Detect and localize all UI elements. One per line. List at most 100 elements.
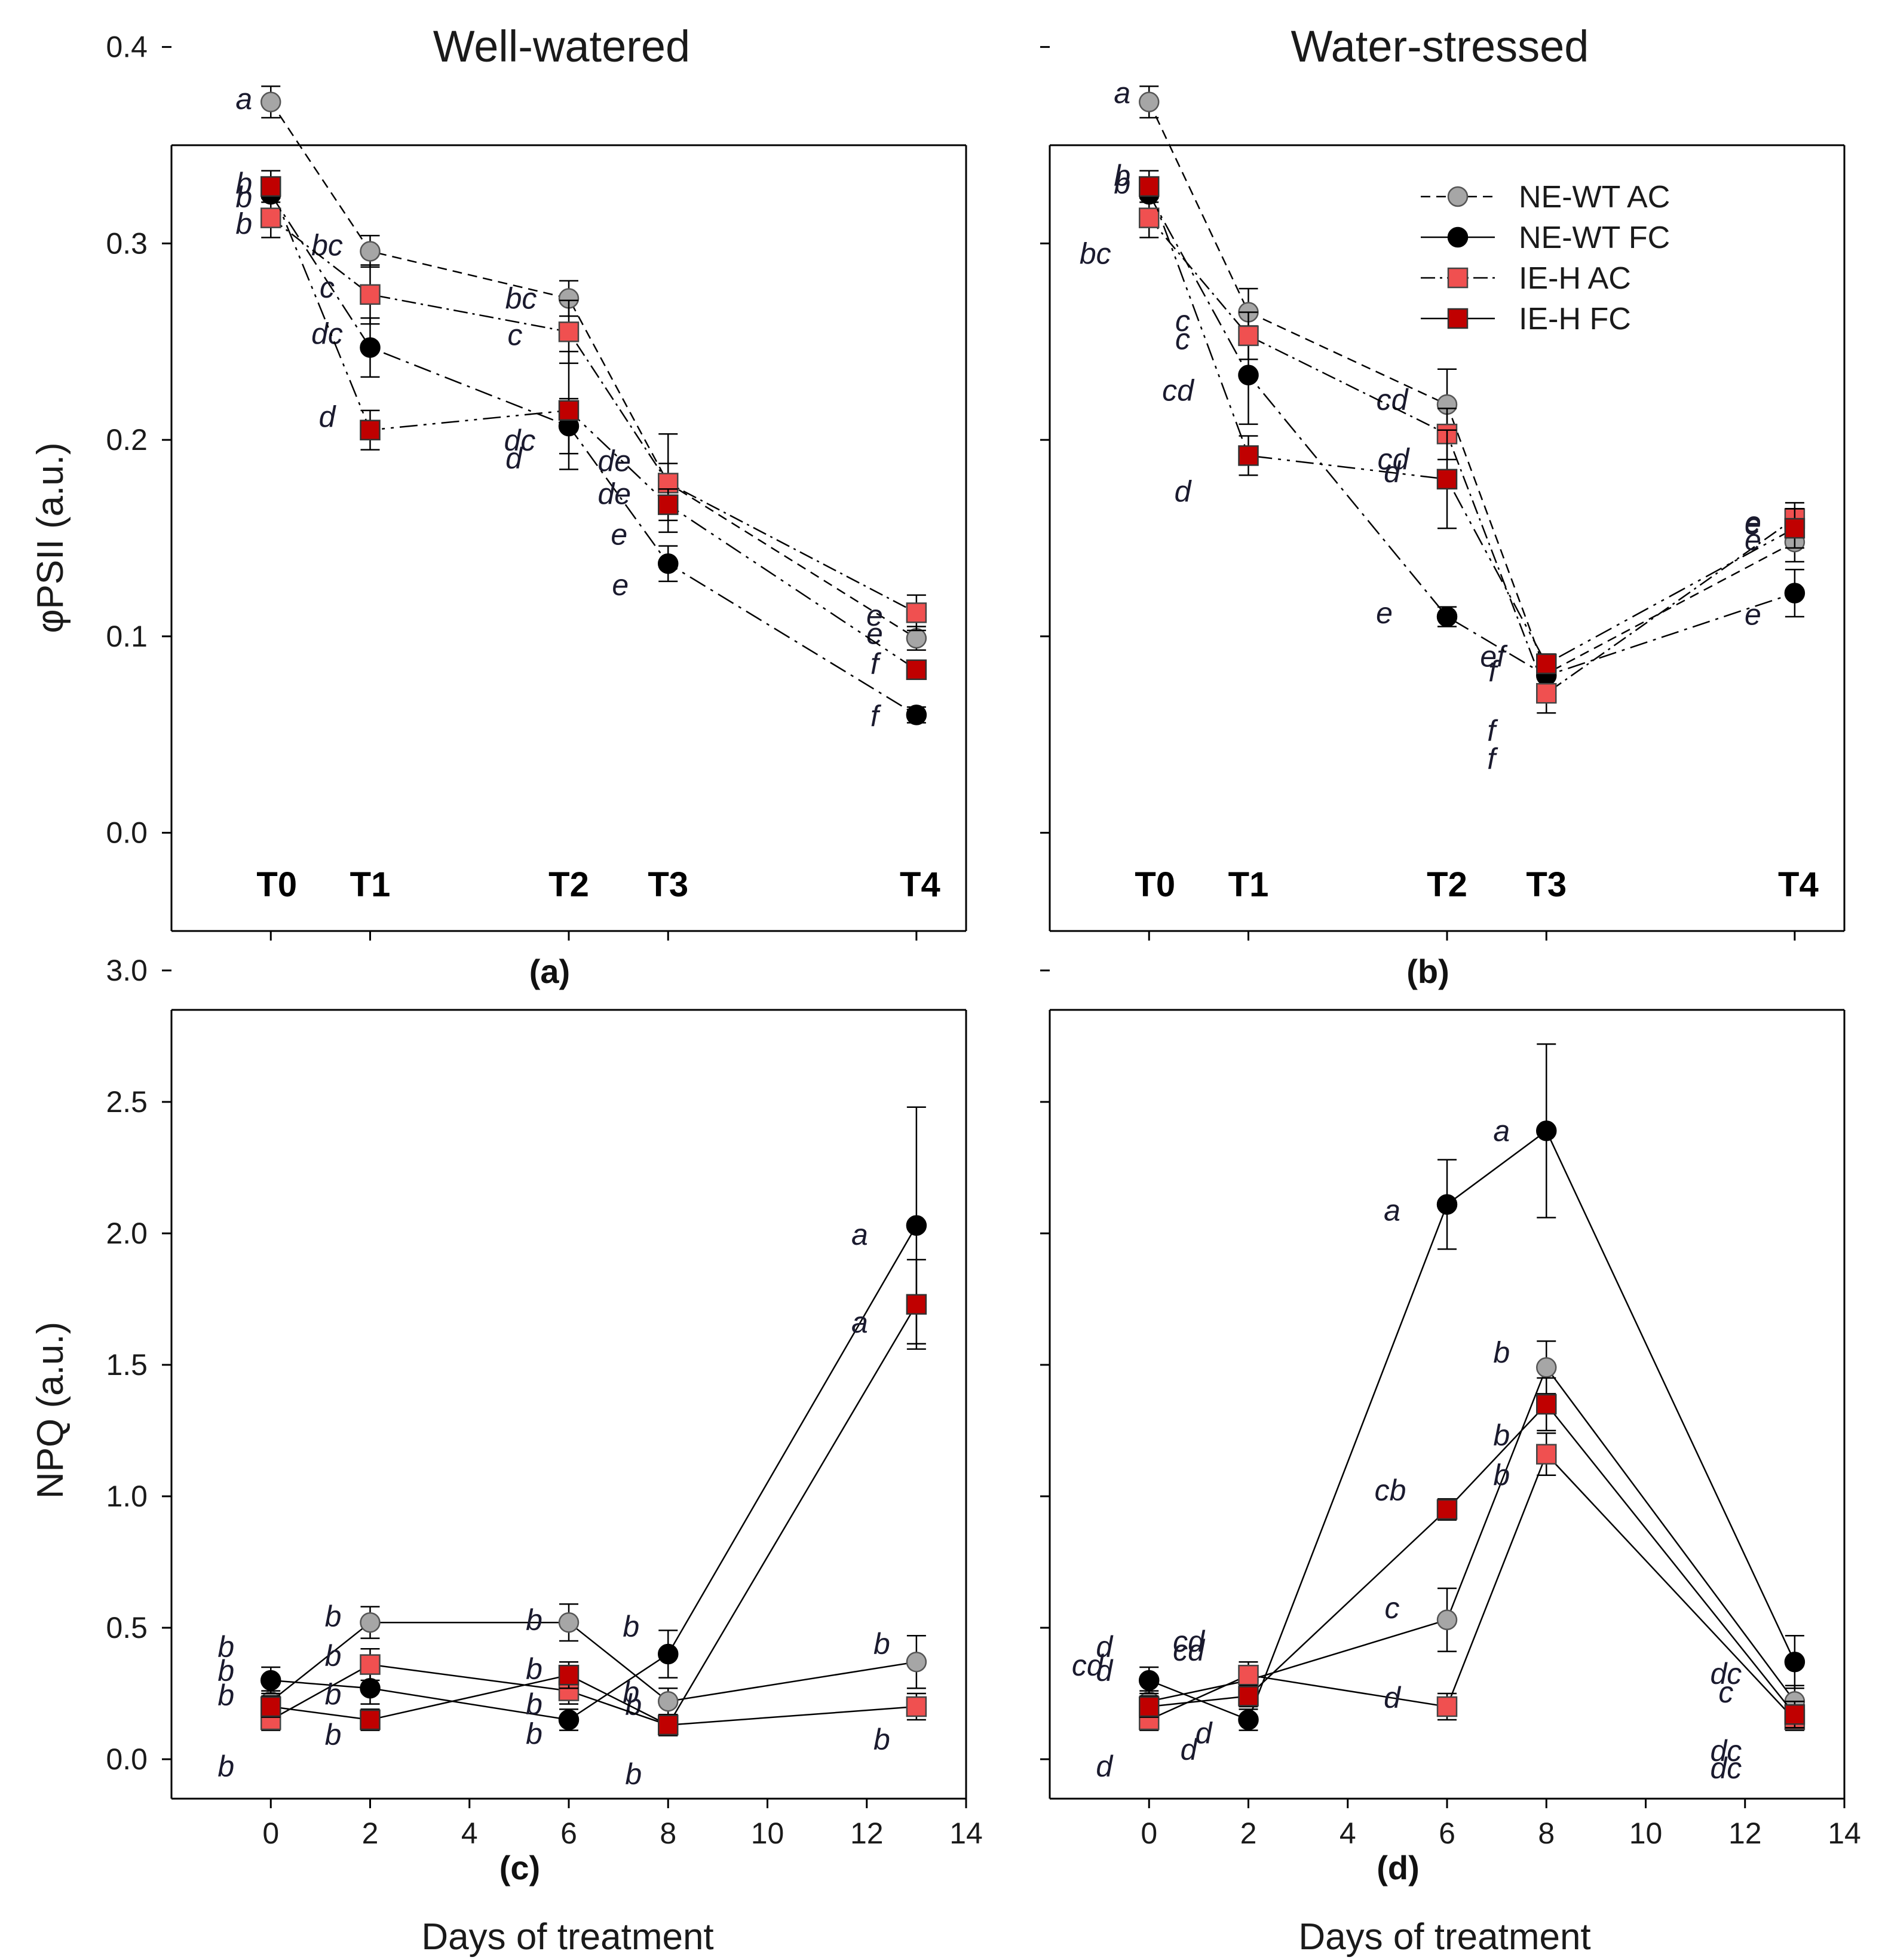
significance-label: b [217,1654,234,1688]
significance-label: dc [1710,1657,1742,1690]
data-point [1238,1709,1259,1731]
panel-label-a: (a) [529,953,570,990]
x-tick-label: 2 [362,1817,379,1850]
series-line [1148,102,1795,675]
data-point [1784,1651,1806,1673]
series-line [270,194,917,716]
significance-label: de [597,477,631,510]
significance-label: cb [1375,1474,1406,1507]
significance-label: b [325,1678,342,1711]
data-point [360,337,381,358]
y-axis-title-npq: NPQ (a.u.) [30,1322,71,1499]
time-point-label: T3 [1526,865,1567,904]
significance-label: d [1096,1630,1114,1664]
data-point [1784,1704,1806,1725]
time-point-label: T2 [548,865,589,904]
significance-label: b [873,1723,890,1756]
significance-label: b [1493,1419,1510,1452]
data-point [260,1696,281,1717]
legend-marker-ie-h-ac [1447,267,1469,289]
significance-label: d [1181,1733,1199,1766]
x-tick-label: 12 [1728,1817,1762,1850]
data-point [1536,682,1557,704]
significance-label: a [1493,1114,1510,1147]
significance-label: b [873,1627,890,1661]
data-point [906,1215,927,1236]
legend-label-ie-h-fc: IE-H FC [1519,302,1631,336]
data-point [906,659,927,681]
significance-label: dc [1710,1734,1742,1768]
significance-label: f [1487,714,1498,748]
significance-label: de [597,444,631,477]
legend-entry-ie-h-ac: IE-H AC [1421,261,1631,296]
series-ie-h-fc: b d d f e [1114,159,1806,748]
data-point [260,91,281,112]
time-point-label: T3 [648,865,688,904]
y-tick-label: 0.1 [106,620,148,653]
legend-label-ne-wt-ac: NE-WT AC [1519,180,1670,215]
y-tick-label: 0.5 [106,1611,148,1644]
significance-label: e [611,518,627,552]
y-tick-label: 0.4 [106,30,148,64]
data-point [1436,606,1458,627]
significance-label: dc [504,424,536,457]
data-point [1238,1686,1259,1707]
data-point [1536,653,1557,675]
significance-label: b [625,1757,642,1791]
data-point [658,1643,679,1665]
x-tick-label: 14 [1828,1817,1861,1850]
series-line [270,101,917,639]
significance-label: b [1493,1336,1510,1369]
x-axis-title-right: Days of treatment [1298,1916,1590,1958]
legend-marker-ie-h-fc [1447,308,1469,329]
significance-label: b [217,1750,234,1783]
column-title-well-watered: Well-watered [433,22,690,71]
x-tick-label: 6 [560,1817,577,1850]
significance-label: e [1745,507,1761,541]
significance-label: c [508,318,523,351]
data-point [658,553,679,574]
y-tick-label: 0.3 [106,226,148,260]
significance-label: cd [1377,383,1409,416]
significance-label: c [1718,1676,1733,1709]
data-point [1436,1499,1458,1520]
data-point [1436,1194,1458,1215]
series-line [1148,186,1795,665]
data-point [1784,517,1806,539]
data-point [658,494,679,515]
significance-label: d [1096,1750,1114,1783]
significance-label: f [870,699,882,733]
data-point [1139,207,1160,228]
data-point [658,1714,679,1736]
significance-label: e [612,568,629,602]
data-point [1139,176,1160,197]
x-tick-label: 12 [850,1817,884,1850]
significance-label: b [235,207,252,241]
data-point [1436,468,1458,490]
time-point-label: T1 [1228,865,1269,904]
significance-label: a [851,1218,868,1251]
time-point-label: T4 [1778,865,1819,904]
data-point [360,1709,381,1731]
data-point [906,1651,927,1673]
x-tick-label: 0 [262,1817,279,1850]
significance-label: d [1175,474,1193,508]
significance-label: a [1114,76,1130,110]
data-point [558,1709,580,1731]
data-point [906,1294,927,1315]
significance-label: cd [1173,1625,1206,1658]
significance-label: d [1384,1681,1402,1714]
significance-label: a [1384,1194,1400,1227]
significance-label: b [1114,159,1130,192]
data-point [360,1654,381,1675]
significance-label: e [1745,506,1761,539]
